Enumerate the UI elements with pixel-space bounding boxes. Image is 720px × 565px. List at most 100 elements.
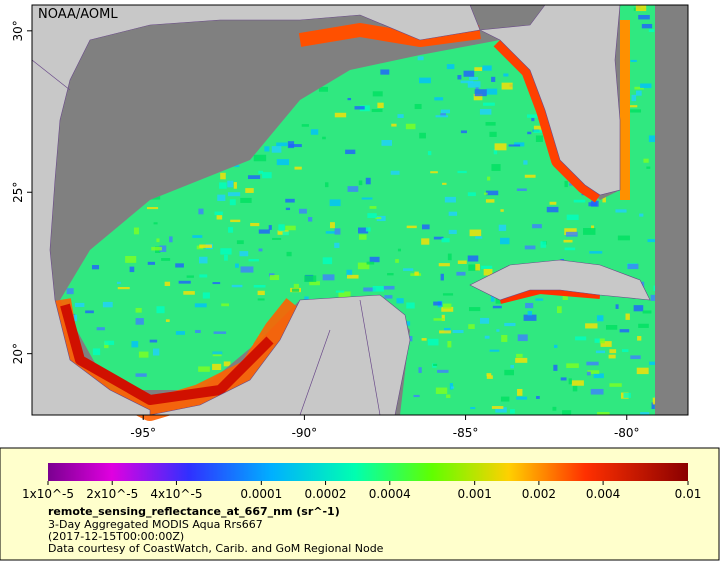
speckle bbox=[653, 285, 655, 292]
speckle bbox=[625, 313, 630, 320]
speckle bbox=[628, 105, 638, 108]
speckle bbox=[504, 369, 515, 376]
speckle bbox=[485, 199, 495, 203]
speckle bbox=[483, 268, 493, 276]
speckle bbox=[525, 302, 534, 309]
speckle bbox=[590, 388, 604, 395]
speckle bbox=[433, 318, 445, 321]
speckle bbox=[469, 229, 482, 237]
speckle bbox=[500, 237, 510, 245]
speckle bbox=[233, 182, 237, 189]
speckle bbox=[213, 331, 227, 334]
speckle bbox=[531, 117, 535, 122]
speckle bbox=[573, 199, 586, 203]
speckle bbox=[516, 396, 528, 400]
speckle bbox=[640, 412, 650, 415]
speckle bbox=[493, 149, 498, 155]
speckle bbox=[609, 383, 622, 387]
speckle bbox=[647, 239, 655, 243]
speckle bbox=[406, 302, 415, 309]
speckle bbox=[527, 114, 538, 118]
speckle bbox=[272, 237, 282, 240]
speckle bbox=[449, 383, 454, 390]
speckle bbox=[231, 284, 243, 288]
speckle bbox=[515, 357, 528, 363]
speckle bbox=[214, 211, 223, 216]
speckle bbox=[156, 306, 165, 314]
speckle bbox=[257, 290, 265, 296]
speckle bbox=[467, 192, 476, 197]
speckle bbox=[322, 136, 326, 140]
speckle bbox=[474, 67, 483, 72]
speckle bbox=[597, 412, 610, 415]
speckle bbox=[365, 227, 371, 232]
speckle bbox=[495, 407, 507, 413]
speckle bbox=[566, 214, 579, 221]
speckle bbox=[334, 112, 347, 118]
speckle bbox=[504, 322, 516, 327]
speckle bbox=[287, 141, 295, 149]
speckle bbox=[227, 180, 234, 188]
speckle bbox=[527, 310, 533, 316]
speckle bbox=[304, 275, 317, 282]
speckle bbox=[427, 151, 432, 156]
speckle bbox=[639, 213, 644, 217]
speckle bbox=[572, 385, 578, 392]
speckle bbox=[194, 303, 207, 308]
speckle bbox=[630, 109, 642, 113]
y-tick-label: 25° bbox=[11, 182, 25, 203]
speckle bbox=[475, 87, 479, 90]
speckle bbox=[486, 373, 492, 377]
speckle bbox=[369, 206, 377, 209]
speckle bbox=[223, 361, 231, 367]
speckle bbox=[413, 394, 420, 398]
speckle bbox=[439, 330, 451, 334]
colorbar-tick-label: 1x10^-5 bbox=[22, 487, 74, 501]
speckle bbox=[433, 301, 442, 306]
speckle bbox=[406, 225, 417, 229]
speckle bbox=[564, 180, 568, 188]
speckle bbox=[527, 131, 532, 135]
speckle bbox=[557, 306, 562, 314]
speckle bbox=[363, 287, 376, 292]
speckle bbox=[159, 245, 167, 252]
speckle bbox=[308, 217, 313, 222]
speckle bbox=[687, 221, 700, 226]
speckle bbox=[630, 59, 637, 62]
speckle bbox=[440, 109, 450, 114]
speckle bbox=[609, 349, 617, 354]
speckle bbox=[468, 76, 479, 80]
speckle bbox=[396, 298, 404, 304]
speckle bbox=[688, 412, 693, 416]
speckle bbox=[470, 407, 476, 410]
speckle bbox=[650, 294, 655, 301]
speckle bbox=[227, 192, 241, 197]
credit: NOAA/AOML bbox=[38, 7, 118, 22]
speckle bbox=[427, 338, 439, 346]
speckle bbox=[282, 231, 289, 236]
speckle bbox=[334, 228, 341, 235]
speckle bbox=[419, 77, 431, 84]
speckle bbox=[217, 194, 226, 201]
speckle bbox=[619, 329, 630, 333]
speckle bbox=[414, 103, 422, 110]
speckle bbox=[523, 314, 537, 321]
speckle bbox=[186, 275, 194, 278]
speckle bbox=[347, 186, 359, 192]
land bbox=[31, 4, 651, 416]
speckle bbox=[153, 222, 158, 225]
speckle bbox=[560, 377, 567, 381]
speckle bbox=[524, 174, 536, 178]
speckle bbox=[441, 238, 450, 243]
speckle bbox=[365, 177, 371, 185]
axes: -95° -90° -85° -80° 20° 25° 30° bbox=[11, 20, 640, 440]
speckle bbox=[372, 91, 383, 97]
speckle bbox=[248, 258, 259, 262]
speckle bbox=[517, 334, 528, 342]
speckle bbox=[358, 180, 363, 186]
speckle bbox=[514, 142, 525, 147]
speckle bbox=[591, 225, 595, 230]
speckle bbox=[358, 227, 369, 234]
speckle bbox=[456, 271, 466, 276]
